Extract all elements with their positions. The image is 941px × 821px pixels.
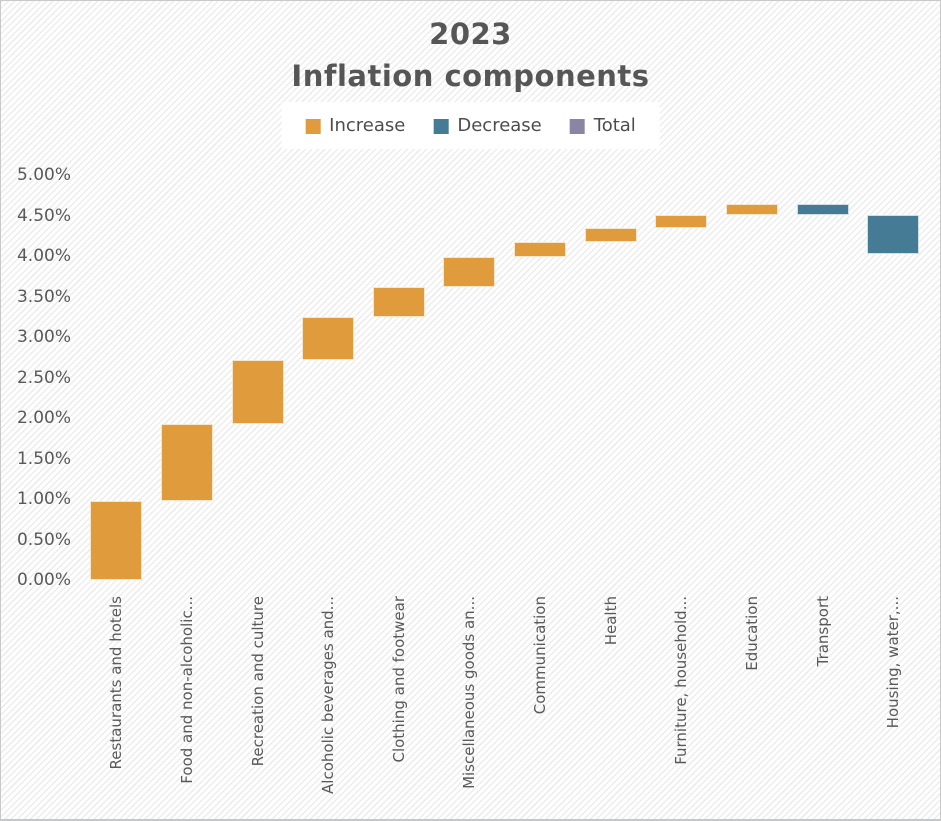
x-axis-category-label: Health (601, 596, 620, 646)
x-axis-category-label: Miscellaneous goods an... (460, 596, 479, 789)
x-axis-category-label: Communication (531, 596, 550, 715)
legend-item-label: Total (593, 115, 636, 136)
waterfall-bar-increase[interactable] (372, 286, 425, 317)
x-axis-category-label: Clothing and footwear (389, 596, 408, 763)
total-swatch-icon (569, 118, 585, 134)
waterfall-bar-decrease[interactable] (867, 214, 920, 254)
legend-item-label: Decrease (457, 115, 542, 136)
x-axis-category-label: Housing, water,... (884, 596, 903, 729)
x-axis-category-label: Recreation and culture (248, 596, 267, 767)
x-axis-category-label: Furniture, household... (672, 596, 691, 765)
waterfall-bar-increase[interactable] (160, 423, 213, 502)
x-axis-category-label: Education (742, 596, 761, 671)
chart-legend: Increase Decrease Total (281, 102, 660, 149)
y-axis-tick-label: 1.00% (16, 489, 71, 509)
chart-title: 2023 (429, 17, 512, 51)
decrease-swatch-icon (433, 118, 449, 134)
legend-item-decrease[interactable]: Decrease (433, 115, 542, 136)
x-axis-category-label: Transport (813, 596, 832, 667)
y-axis-tick-label: 2.00% (16, 408, 71, 428)
y-axis-tick-label: 1.50% (16, 448, 71, 469)
y-axis-tick-label: 5.00% (16, 165, 71, 185)
y-axis-tick-label: 4.00% (16, 246, 71, 266)
x-axis-category-label: Restaurants and hotels (107, 596, 126, 770)
waterfall-bar-increase[interactable] (514, 242, 567, 257)
waterfall-bar-increase[interactable] (584, 228, 637, 243)
legend-item-total[interactable]: Total (569, 115, 636, 136)
y-axis-tick-label: 0.00% (16, 570, 71, 590)
waterfall-bar-increase[interactable] (443, 256, 496, 287)
waterfall-bar-increase[interactable] (302, 316, 355, 360)
y-axis-tick-label: 4.50% (16, 205, 71, 226)
y-axis-tick-label: 3.50% (16, 286, 71, 307)
waterfall-bar-increase[interactable] (231, 359, 284, 424)
chart-subtitle: Inflation components (291, 59, 650, 93)
waterfall-bar-increase[interactable] (90, 501, 143, 580)
legend-item-increase[interactable]: Increase (305, 115, 405, 136)
x-axis-category-label: Alcoholic beverages and... (319, 596, 338, 794)
y-axis-tick-label: 2.50% (16, 367, 71, 388)
increase-swatch-icon (305, 118, 321, 134)
legend-item-label: Increase (329, 115, 406, 136)
x-axis-category-label: Food and non-alcoholic... (177, 596, 196, 784)
waterfall-bar-increase[interactable] (725, 204, 778, 215)
y-axis-tick-label: 0.50% (16, 529, 71, 550)
waterfall-bar-decrease[interactable] (796, 204, 849, 215)
waterfall-bar-increase[interactable] (655, 214, 708, 229)
y-axis-tick-label: 3.00% (16, 327, 71, 347)
